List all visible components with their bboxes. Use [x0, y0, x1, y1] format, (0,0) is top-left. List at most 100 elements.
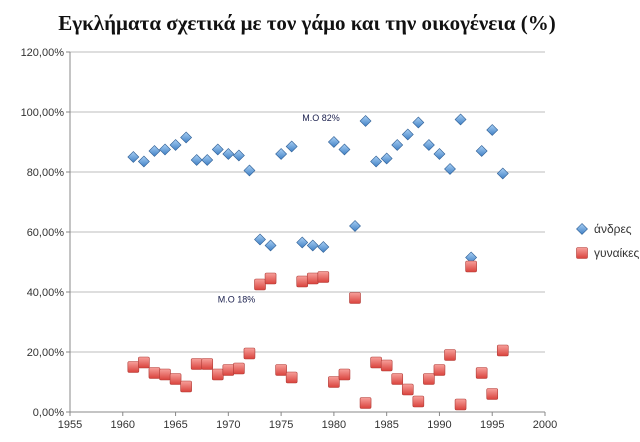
data-point [169, 373, 182, 385]
x-tick-label: 2000 [533, 419, 557, 431]
data-point [211, 368, 224, 381]
annotations: Μ.Ο 82% Μ.Ο 18% [218, 113, 340, 305]
data-point [338, 368, 351, 381]
y-axis-ticks: 0,00% 20,00% 40,00% 60,00% 80,00% 100,00% 120,… [21, 47, 70, 419]
x-tick-label: 1960 [111, 419, 135, 431]
data-point [296, 236, 309, 249]
data-point [190, 154, 203, 166]
data-point [475, 367, 488, 379]
data-point [380, 152, 393, 165]
series-women [127, 260, 509, 411]
data-point [327, 136, 340, 148]
data-point [444, 163, 456, 175]
data-point [264, 239, 277, 252]
data-point [391, 373, 404, 385]
x-tick-label: 1995 [480, 419, 504, 431]
data-point [275, 148, 288, 160]
data-point [275, 364, 287, 376]
data-point [285, 140, 298, 153]
data-point [148, 145, 161, 157]
data-point [264, 272, 277, 285]
legend-marker [576, 247, 588, 259]
x-axis-ticks: 1955 1960 1965 1970 1975 1980 1985 1990 1995 2000 [58, 412, 557, 431]
data-point [496, 167, 509, 180]
data-point [254, 278, 266, 291]
data-point [422, 139, 435, 151]
data-point [232, 149, 245, 162]
x-tick-label: 1975 [269, 419, 293, 431]
data-point [465, 260, 477, 273]
chart-title: Εγκλήματα σχετικά με τον γάμο και την οι… [58, 11, 555, 35]
data-point [137, 155, 150, 168]
data-point [401, 128, 414, 141]
data-point [328, 376, 340, 388]
data-point [254, 233, 266, 246]
data-point [285, 371, 298, 384]
data-point [370, 356, 382, 369]
data-point [243, 347, 256, 360]
data-point [306, 239, 319, 252]
data-point [359, 397, 372, 409]
y-tick-label: 40,00% [27, 287, 65, 299]
data-point [444, 349, 456, 361]
data-point [306, 272, 319, 285]
data-point [359, 115, 372, 127]
x-tick-label: 1955 [58, 419, 82, 431]
legend-item: γυναίκες [576, 246, 640, 260]
data-point [423, 373, 435, 385]
data-point [190, 358, 203, 370]
data-point [222, 148, 235, 160]
data-point [180, 380, 192, 393]
data-point [201, 358, 214, 370]
y-tick-label: 100,00% [21, 107, 65, 119]
data-point [338, 143, 351, 156]
mean-annotation: Μ.Ο 18% [218, 295, 256, 305]
y-tick-label: 60,00% [27, 227, 65, 239]
data-point [317, 241, 330, 253]
mean-annotation: Μ.Ο 82% [302, 113, 340, 123]
y-tick-label: 120,00% [21, 47, 65, 59]
data-point [243, 164, 256, 177]
x-tick-label: 1965 [163, 419, 187, 431]
data-point [159, 143, 171, 156]
data-point [127, 361, 140, 373]
data-point [475, 145, 488, 157]
x-tick-label: 1985 [374, 419, 398, 431]
x-tick-label: 1970 [216, 419, 240, 431]
x-tick-label: 1980 [322, 419, 346, 431]
data-point [169, 139, 182, 151]
y-tick-label: 80,00% [27, 167, 65, 179]
data-point [296, 275, 309, 288]
data-points [127, 113, 509, 411]
data-point [211, 143, 224, 156]
legend: άνδρες γυναίκες [576, 222, 640, 260]
data-point [148, 367, 161, 379]
legend-item: άνδρες [576, 222, 632, 236]
data-point [138, 356, 150, 369]
data-point [412, 116, 425, 129]
data-point [317, 271, 330, 283]
data-point [370, 155, 383, 168]
y-tick-label: 20,00% [27, 347, 65, 359]
series-men [127, 113, 509, 264]
data-point [180, 131, 193, 144]
data-point [380, 359, 393, 372]
data-point [401, 383, 414, 396]
legend-marker [576, 223, 588, 235]
legend-label: γυναίκες [594, 246, 640, 260]
data-point [233, 362, 245, 375]
legend-label: άνδρες [594, 222, 632, 236]
data-point [454, 113, 467, 126]
data-point [454, 398, 467, 411]
data-point [349, 292, 361, 304]
data-point [201, 154, 214, 166]
data-point [349, 220, 361, 232]
data-point [391, 139, 404, 151]
data-point [486, 124, 499, 136]
gridlines [70, 51, 545, 353]
y-tick-label: 0,00% [33, 407, 64, 419]
data-point [496, 344, 509, 357]
data-point [486, 388, 499, 400]
x-tick-label: 1990 [427, 419, 451, 431]
